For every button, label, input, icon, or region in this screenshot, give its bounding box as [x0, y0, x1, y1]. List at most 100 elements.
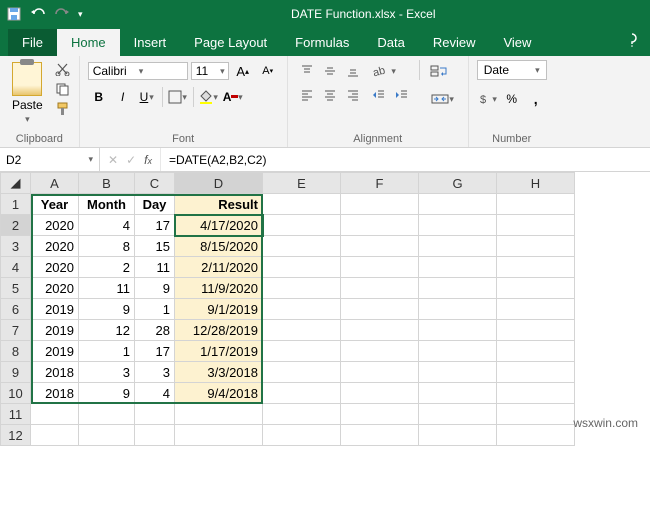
- bold-button[interactable]: B: [88, 86, 110, 108]
- merge-center-icon[interactable]: ▾: [426, 88, 460, 110]
- tab-view[interactable]: View: [489, 29, 545, 56]
- cell-H12[interactable]: [497, 425, 575, 446]
- save-icon[interactable]: [6, 6, 22, 22]
- cell-B3[interactable]: 8: [79, 236, 135, 257]
- cell-B6[interactable]: 9: [79, 299, 135, 320]
- cell-D10[interactable]: 9/4/2018: [175, 383, 263, 404]
- cell-E2[interactable]: [263, 215, 341, 236]
- rowhdr-5[interactable]: 5: [1, 278, 31, 299]
- cell-G3[interactable]: [419, 236, 497, 257]
- cell-G7[interactable]: [419, 320, 497, 341]
- format-painter-icon[interactable]: [55, 102, 71, 116]
- cell-A12[interactable]: [31, 425, 79, 446]
- colhdr-H[interactable]: H: [497, 173, 575, 194]
- tab-review[interactable]: Review: [419, 29, 490, 56]
- underline-button[interactable]: U▾: [136, 86, 158, 108]
- wrap-text-icon[interactable]: [426, 60, 452, 82]
- cell-B1[interactable]: Month: [79, 194, 135, 215]
- cell-E7[interactable]: [263, 320, 341, 341]
- cell-F9[interactable]: [341, 362, 419, 383]
- cell-D9[interactable]: 3/3/2018: [175, 362, 263, 383]
- cell-C11[interactable]: [135, 404, 175, 425]
- colhdr-B[interactable]: B: [79, 173, 135, 194]
- cell-H5[interactable]: [497, 278, 575, 299]
- cell-E4[interactable]: [263, 257, 341, 278]
- tab-file[interactable]: File: [8, 29, 57, 56]
- select-all-corner[interactable]: ◢: [1, 173, 31, 194]
- cell-D1[interactable]: Result: [175, 194, 263, 215]
- cell-C8[interactable]: 17: [135, 341, 175, 362]
- namebox-dropdown-icon[interactable]: ▾: [88, 154, 93, 165]
- cell-C5[interactable]: 9: [135, 278, 175, 299]
- cell-F7[interactable]: [341, 320, 419, 341]
- cell-D11[interactable]: [175, 404, 263, 425]
- align-right-icon[interactable]: [342, 84, 364, 106]
- cell-G4[interactable]: [419, 257, 497, 278]
- cell-A2[interactable]: 2020: [31, 215, 79, 236]
- orientation-icon[interactable]: ab▾: [368, 60, 400, 82]
- cell-C10[interactable]: 4: [135, 383, 175, 404]
- cell-B10[interactable]: 9: [79, 383, 135, 404]
- cell-A8[interactable]: 2019: [31, 341, 79, 362]
- cell-G9[interactable]: [419, 362, 497, 383]
- cell-A7[interactable]: 2019: [31, 320, 79, 341]
- cell-E3[interactable]: [263, 236, 341, 257]
- rowhdr-3[interactable]: 3: [1, 236, 31, 257]
- cell-E11[interactable]: [263, 404, 341, 425]
- rowhdr-7[interactable]: 7: [1, 320, 31, 341]
- decrease-font-icon[interactable]: A▾: [257, 60, 279, 82]
- cell-F6[interactable]: [341, 299, 419, 320]
- cell-F5[interactable]: [341, 278, 419, 299]
- cell-B7[interactable]: 12: [79, 320, 135, 341]
- colhdr-C[interactable]: C: [135, 173, 175, 194]
- rowhdr-6[interactable]: 6: [1, 299, 31, 320]
- number-format-dropdown[interactable]: Date▾: [477, 60, 547, 80]
- cell-F8[interactable]: [341, 341, 419, 362]
- cell-G5[interactable]: [419, 278, 497, 299]
- fill-color-button[interactable]: ▾: [198, 86, 220, 108]
- worksheet-grid[interactable]: ◢ A B C D E F G H 1 Year Month Day Resul…: [0, 172, 650, 446]
- cell-E9[interactable]: [263, 362, 341, 383]
- cell-F12[interactable]: [341, 425, 419, 446]
- cell-A9[interactable]: 2018: [31, 362, 79, 383]
- cell-C1[interactable]: Day: [135, 194, 175, 215]
- enter-icon[interactable]: ✓: [126, 153, 136, 167]
- tab-data[interactable]: Data: [363, 29, 418, 56]
- align-left-icon[interactable]: [296, 84, 318, 106]
- cell-G1[interactable]: [419, 194, 497, 215]
- paste-button[interactable]: Paste ▾: [8, 60, 47, 127]
- increase-font-icon[interactable]: A▴: [232, 60, 254, 82]
- rowhdr-8[interactable]: 8: [1, 341, 31, 362]
- cell-A4[interactable]: 2020: [31, 257, 79, 278]
- cell-A11[interactable]: [31, 404, 79, 425]
- cell-B11[interactable]: [79, 404, 135, 425]
- colhdr-F[interactable]: F: [341, 173, 419, 194]
- cut-icon[interactable]: [55, 62, 71, 76]
- rowhdr-4[interactable]: 4: [1, 257, 31, 278]
- cell-C3[interactable]: 15: [135, 236, 175, 257]
- cell-B12[interactable]: [79, 425, 135, 446]
- cell-E1[interactable]: [263, 194, 341, 215]
- cell-F10[interactable]: [341, 383, 419, 404]
- cell-F2[interactable]: [341, 215, 419, 236]
- cell-H8[interactable]: [497, 341, 575, 362]
- cell-D7[interactable]: 12/28/2019: [175, 320, 263, 341]
- increase-indent-icon[interactable]: [391, 84, 413, 106]
- cell-F3[interactable]: [341, 236, 419, 257]
- redo-icon[interactable]: [54, 6, 70, 22]
- cell-H10[interactable]: [497, 383, 575, 404]
- cell-B9[interactable]: 3: [79, 362, 135, 383]
- rowhdr-11[interactable]: 11: [1, 404, 31, 425]
- colhdr-E[interactable]: E: [263, 173, 341, 194]
- cell-G8[interactable]: [419, 341, 497, 362]
- rowhdr-9[interactable]: 9: [1, 362, 31, 383]
- cell-H7[interactable]: [497, 320, 575, 341]
- cell-C9[interactable]: 3: [135, 362, 175, 383]
- cell-H9[interactable]: [497, 362, 575, 383]
- rowhdr-1[interactable]: 1: [1, 194, 31, 215]
- colhdr-D[interactable]: D: [175, 173, 263, 194]
- fx-icon[interactable]: fx: [144, 153, 152, 167]
- tab-page-layout[interactable]: Page Layout: [180, 29, 281, 56]
- font-name-dropdown[interactable]: Calibri▾: [88, 62, 188, 80]
- cell-G10[interactable]: [419, 383, 497, 404]
